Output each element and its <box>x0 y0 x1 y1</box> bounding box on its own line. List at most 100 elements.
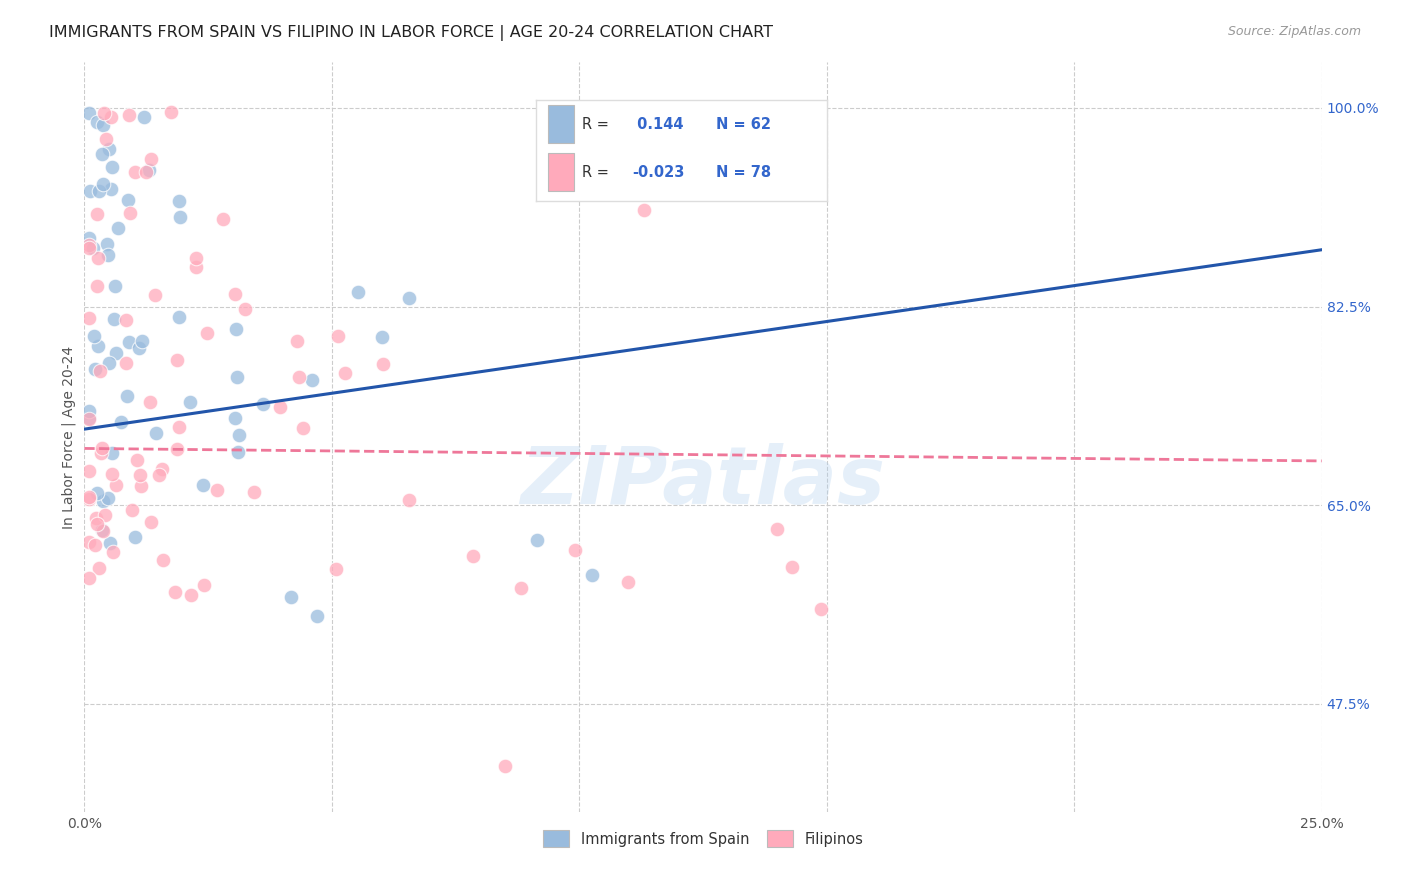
Point <box>79 490 101 504</box>
Point <box>101 160 124 174</box>
Point <box>127 453 149 467</box>
Point <box>107 221 129 235</box>
Point <box>398 291 420 305</box>
Point <box>91 118 114 132</box>
Point <box>243 485 266 500</box>
Point <box>120 206 142 220</box>
Point <box>79 231 101 245</box>
Point <box>233 302 256 317</box>
Point <box>93 524 115 539</box>
Point <box>347 285 370 300</box>
Point <box>780 101 803 115</box>
Point <box>83 328 105 343</box>
Point <box>94 132 117 146</box>
Point <box>288 370 311 384</box>
Legend: Immigrants from Spain, Filipinos: Immigrants from Spain, Filipinos <box>537 824 869 853</box>
Point <box>526 533 548 548</box>
Point <box>79 411 101 425</box>
Point <box>225 370 247 384</box>
Point <box>148 468 170 483</box>
Point <box>96 237 118 252</box>
Point <box>79 491 101 506</box>
Point <box>335 366 357 380</box>
Point <box>191 478 214 492</box>
Point <box>325 562 347 576</box>
Point <box>115 356 138 370</box>
Point <box>90 523 112 537</box>
Point <box>79 464 101 478</box>
Point <box>494 759 516 773</box>
Point <box>104 279 127 293</box>
Point <box>98 142 121 156</box>
Point <box>145 288 167 302</box>
Point <box>291 421 314 435</box>
Point <box>193 578 215 592</box>
Point <box>98 536 121 550</box>
Point <box>79 534 101 549</box>
Point <box>224 411 246 425</box>
Point <box>184 251 207 265</box>
Point <box>128 341 150 355</box>
Point <box>86 279 108 293</box>
Point <box>581 568 603 582</box>
Point <box>93 494 115 508</box>
Point <box>637 180 659 194</box>
Point <box>326 329 349 343</box>
Point <box>91 147 114 161</box>
Point <box>179 395 201 409</box>
Point <box>97 356 120 370</box>
Point <box>124 165 146 179</box>
Point <box>79 411 101 425</box>
Point <box>114 313 136 327</box>
Point <box>83 361 105 376</box>
Point <box>167 419 190 434</box>
Point <box>373 357 395 371</box>
Point <box>139 515 162 529</box>
Point <box>184 260 207 275</box>
Point <box>810 602 832 616</box>
Point <box>90 442 112 456</box>
Point <box>134 110 156 124</box>
Point <box>166 442 188 456</box>
Point <box>766 522 789 536</box>
Point <box>195 326 218 341</box>
Point <box>79 184 101 198</box>
Point <box>100 467 122 482</box>
Point <box>131 479 153 493</box>
Point <box>225 322 247 336</box>
Point <box>160 105 183 120</box>
Point <box>117 193 139 207</box>
Point <box>166 353 188 368</box>
Point <box>124 530 146 544</box>
Point <box>79 105 101 120</box>
Point <box>103 311 125 326</box>
Point <box>79 241 101 255</box>
Point <box>205 483 228 497</box>
Point <box>100 182 122 196</box>
Point <box>301 373 323 387</box>
Point <box>398 492 420 507</box>
Y-axis label: In Labor Force | Age 20-24: In Labor Force | Age 20-24 <box>62 345 76 529</box>
Point <box>90 446 112 460</box>
Text: IMMIGRANTS FROM SPAIN VS FILIPINO IN LABOR FORCE | AGE 20-24 CORRELATION CHART: IMMIGRANTS FROM SPAIN VS FILIPINO IN LAB… <box>49 25 773 41</box>
Point <box>285 334 308 348</box>
Point <box>150 462 173 476</box>
Point <box>117 107 139 121</box>
Point <box>86 251 108 265</box>
Point <box>91 177 114 191</box>
Point <box>167 310 190 324</box>
Point <box>97 248 120 262</box>
Point <box>94 508 117 522</box>
Point <box>169 210 191 224</box>
Point <box>118 335 141 350</box>
Point <box>564 542 586 557</box>
Text: Source: ZipAtlas.com: Source: ZipAtlas.com <box>1227 25 1361 38</box>
Point <box>145 426 167 441</box>
Point <box>224 287 246 301</box>
Point <box>509 581 531 595</box>
Point <box>110 415 132 429</box>
Point <box>228 444 250 458</box>
Point <box>86 486 108 500</box>
Point <box>633 202 655 217</box>
Point <box>101 445 124 459</box>
